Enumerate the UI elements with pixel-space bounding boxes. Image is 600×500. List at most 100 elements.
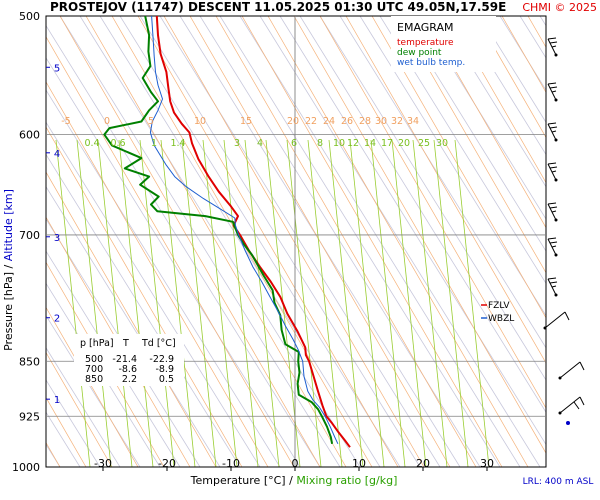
wind-barb-feather	[551, 170, 557, 173]
moist-adiabat-label: 32	[391, 116, 403, 127]
mixing-ratio-label: 14	[364, 138, 376, 149]
dry-adiabat-line	[46, 250, 181, 467]
wind-barb-feather	[547, 277, 557, 280]
x-axis-title-temperature: Temperature [°C]	[190, 474, 286, 487]
moist-adiabat-line	[580, 16, 600, 467]
altitude-tick-label: 4	[54, 149, 60, 160]
wind-barb-feather	[573, 401, 580, 410]
dry-adiabat-line	[479, 16, 546, 124]
dry-adiabat-line	[159, 16, 441, 467]
moist-adiabat-label: 30	[375, 116, 387, 127]
series-line-dew-point	[103, 16, 334, 444]
wind-barb	[547, 277, 558, 297]
chart-title: PROSTEJOV (11747) DESCENT 11.05.2025 01:…	[50, 0, 506, 14]
mixing-ratio-line	[412, 139, 448, 467]
wind-barb-staff	[544, 311, 566, 329]
series-layer	[103, 16, 351, 448]
wind-barb	[547, 37, 558, 57]
wind-barb-feather	[579, 396, 585, 406]
temperature-tick-label: -30	[94, 457, 112, 470]
copyright-label: CHMI © 2025	[522, 1, 597, 14]
dry-adiabat-line	[399, 16, 546, 252]
moist-adiabat-line	[345, 16, 546, 364]
dry-adiabat-line	[560, 16, 600, 467]
series-line-wet-bulb-temp	[149, 16, 339, 445]
moist-adiabat-label: 20	[287, 116, 299, 127]
legend-box	[391, 16, 496, 72]
mixing-ratio-label: 1	[151, 138, 157, 149]
mixing-ratio-label: 10	[333, 138, 345, 149]
wind-barb-feather	[547, 237, 557, 240]
wind-barb	[547, 122, 558, 142]
level-markers: FZLV WBZL	[481, 301, 514, 324]
dry-adiabat-line	[59, 16, 341, 467]
x-axis-title-mixing: Mixing ratio [g/kg]	[296, 474, 397, 487]
dry-adiabat-line	[299, 16, 546, 413]
mixing-ratio-label: 12	[347, 138, 359, 149]
temperature-tick-label: 20	[416, 457, 430, 470]
wind-barb	[558, 396, 585, 415]
wind-barb-feather	[547, 162, 557, 165]
legend-title: EMAGRAM	[397, 21, 454, 34]
data-table-bg	[74, 334, 184, 386]
mixing-ratio-line	[118, 139, 154, 467]
wind-barb-feather	[551, 210, 557, 213]
altitude-tick-label: 5	[54, 63, 60, 74]
data-table: p [hPa] T Td [°C] 500 -21.4 -22.9 700 -8…	[74, 334, 184, 386]
wind-barb-staff	[559, 361, 581, 379]
lrl-dot	[566, 421, 570, 425]
mixing-ratio-line	[370, 139, 406, 467]
dry-adiabat-line	[339, 16, 546, 349]
moist-adiabat-line	[423, 16, 546, 229]
dry-adiabat-line	[459, 16, 546, 156]
mixing-ratio-line	[349, 139, 385, 467]
mixing-ratio-line	[139, 139, 175, 467]
wind-barb-feather	[551, 45, 557, 48]
lrl-label: LRL: 400 m ASL	[523, 477, 594, 487]
wind-barb-feather	[547, 122, 557, 125]
mixing-ratio-line	[160, 139, 196, 467]
dry-adiabat-line	[79, 16, 361, 467]
temperature-tick-label: -10	[222, 457, 240, 470]
x-axis-title-sep: /	[289, 474, 293, 487]
mixing-ratio-label: 20	[398, 138, 410, 149]
wind-barb-dot	[558, 376, 562, 380]
wind-barb	[547, 162, 558, 182]
series-line-temperature	[155, 16, 351, 448]
plot-frame	[45, 15, 547, 468]
table-cell: 700	[85, 364, 103, 375]
dry-adiabat-line	[259, 16, 541, 467]
moist-adiabat-label: 10	[194, 116, 206, 127]
moist-adiabat-line	[46, 171, 217, 467]
wind-barb-dot	[558, 411, 562, 415]
moist-adiabat-label: 0	[104, 116, 110, 127]
altitude-tick-label: 3	[54, 233, 60, 244]
mixing-ratio-label: 17	[381, 138, 393, 149]
moist-adiabat-line	[46, 216, 191, 467]
wind-barb-feather	[547, 202, 557, 205]
wind-barbs	[543, 37, 585, 425]
y-axis-title-pressure: Pressure [hPa]	[2, 272, 15, 351]
wind-barb-dot	[554, 253, 558, 257]
background-lines	[46, 16, 600, 467]
altitude-tick-label: 1	[54, 395, 60, 406]
x-axis-title: Temperature [°C] / Mixing ratio [g/kg]	[190, 474, 398, 487]
legend: EMAGRAM temperature dew point wet bulb t…	[391, 16, 496, 72]
table-header-p: p [hPa]	[80, 338, 114, 349]
wind-barb-feather	[549, 206, 558, 209]
pressure-tick-label: 850	[19, 355, 40, 368]
table-cell: 850	[85, 374, 103, 385]
dry-adiabat-line	[439, 16, 546, 188]
dry-adiabat-line	[279, 16, 546, 446]
wind-barb-feather	[549, 281, 558, 284]
wind-barb	[547, 237, 558, 257]
table-cell: 2.2	[122, 374, 137, 385]
moist-adiabat-line	[267, 16, 529, 467]
wind-barb-feather	[551, 245, 557, 248]
altitude-tick-label: 2	[54, 314, 60, 325]
moist-adiabat-line	[163, 16, 425, 467]
wind-barb-dot	[554, 218, 558, 222]
mixing-ratio-label: 4	[257, 138, 263, 149]
wind-barb-dot	[554, 98, 558, 102]
mixing-ratio-line	[328, 139, 364, 467]
